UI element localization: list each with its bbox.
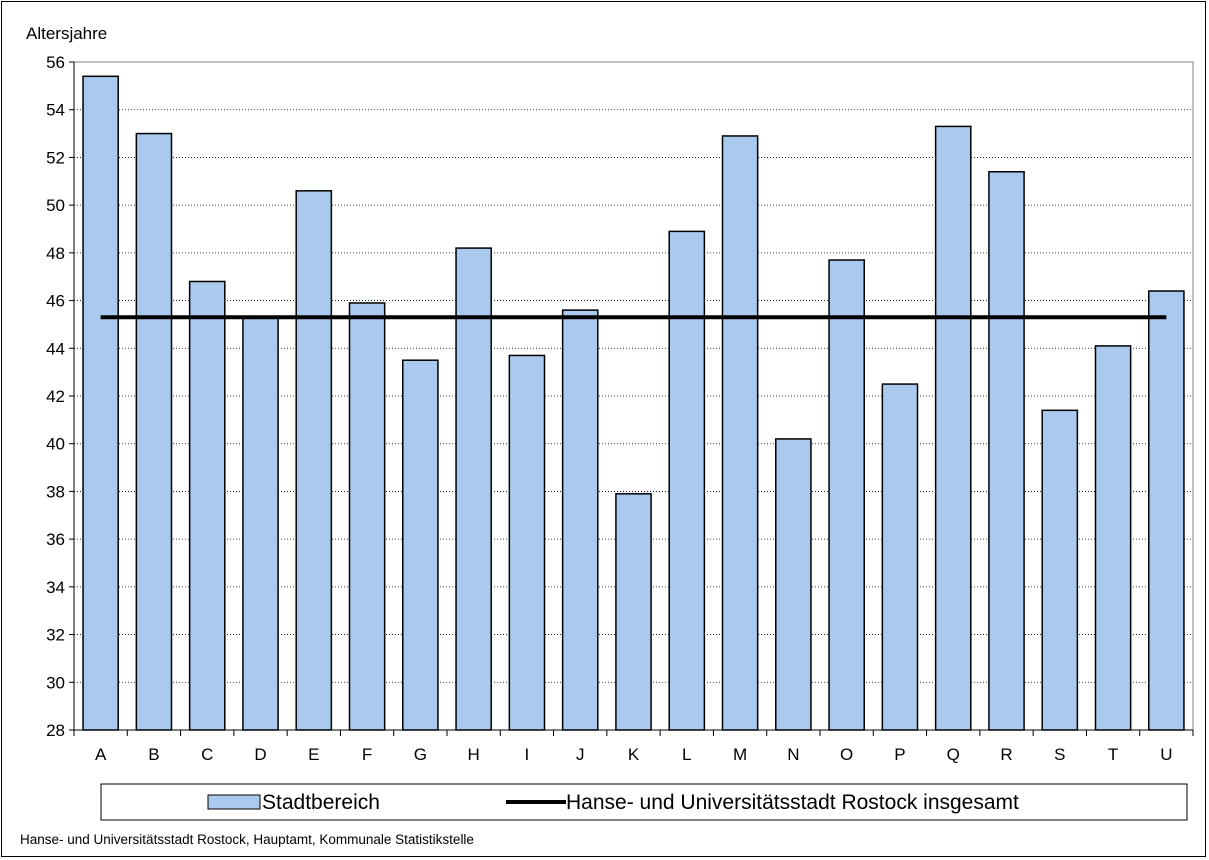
bar-D bbox=[242, 316, 279, 731]
axes: 28 30 32 34 36 38 40 42 44 46 48 50 52 54 56 A B C D E F G H I J… bbox=[46, 53, 1194, 764]
bar-U bbox=[1148, 290, 1185, 731]
bar-A bbox=[82, 75, 119, 731]
legend-label-stadtbereich: Stadtbereich bbox=[262, 791, 380, 814]
y-tick-label: 28 bbox=[46, 721, 65, 740]
bar-Q bbox=[934, 125, 972, 731]
x-tick-label: O bbox=[840, 745, 853, 764]
x-tick-label: C bbox=[201, 745, 213, 764]
y-tick-label: 44 bbox=[46, 339, 65, 358]
bar-E bbox=[295, 190, 333, 731]
x-tick-label: F bbox=[362, 745, 372, 764]
bar-M bbox=[721, 135, 759, 731]
x-tick-label: D bbox=[254, 745, 266, 764]
x-tick-label: P bbox=[894, 745, 905, 764]
bar-G bbox=[402, 359, 439, 731]
x-tick-label: R bbox=[1000, 745, 1012, 764]
y-tick-label: 56 bbox=[46, 53, 65, 72]
x-tick-label: E bbox=[308, 745, 319, 764]
y-tick-label: 40 bbox=[46, 435, 65, 454]
legend: Stadtbereich Hanse- und Universitätsstad… bbox=[100, 783, 1188, 821]
legend-label-gesamt: Hanse- und Universitätsstadt Rostock ins… bbox=[566, 791, 1019, 814]
x-tick-label: L bbox=[682, 745, 691, 764]
bar-N bbox=[775, 438, 812, 731]
x-tick-label: G bbox=[414, 745, 427, 764]
y-tick-label: 48 bbox=[46, 244, 65, 263]
x-tick-label: K bbox=[628, 745, 640, 764]
y-tick-label: 54 bbox=[46, 101, 65, 120]
y-tick-label: 36 bbox=[46, 530, 65, 549]
bar-L bbox=[668, 230, 706, 731]
y-tick-label: 46 bbox=[46, 292, 65, 311]
bar-H bbox=[455, 247, 492, 731]
x-tick-label: N bbox=[787, 745, 799, 764]
y-tick-label: 38 bbox=[46, 482, 65, 501]
bar-K bbox=[615, 493, 652, 731]
bars bbox=[82, 75, 1185, 731]
legend-box bbox=[100, 783, 1188, 821]
x-tick-label: U bbox=[1160, 745, 1172, 764]
bar-T bbox=[1094, 345, 1132, 731]
bar-R bbox=[988, 170, 1025, 731]
x-tick-label: H bbox=[468, 745, 480, 764]
x-tick-label: S bbox=[1054, 745, 1065, 764]
y-tick-label: 42 bbox=[46, 387, 65, 406]
y-tick-label: 34 bbox=[46, 578, 65, 597]
y-axis-title: Altersjahre bbox=[26, 24, 107, 43]
x-tick-label: T bbox=[1108, 745, 1118, 764]
bar-F bbox=[348, 302, 386, 731]
x-tick-label: B bbox=[148, 745, 159, 764]
source-note: Hanse- und Universitätsstadt Rostock, Ha… bbox=[20, 832, 474, 847]
bar-O bbox=[828, 259, 865, 731]
y-tick-label: 52 bbox=[46, 148, 65, 167]
bar-I bbox=[508, 354, 546, 731]
y-tick-label: 50 bbox=[46, 196, 65, 215]
bar-C bbox=[188, 280, 226, 731]
x-tick-label: I bbox=[525, 745, 530, 764]
y-tick-label: 32 bbox=[46, 626, 65, 645]
x-tick-label: A bbox=[95, 745, 107, 764]
bar-P bbox=[881, 383, 919, 731]
x-tick-label: Q bbox=[947, 745, 960, 764]
x-tick-label: M bbox=[733, 745, 747, 764]
x-tick-label: J bbox=[576, 745, 585, 764]
legend-swatch-stadtbereich bbox=[207, 794, 261, 810]
y-tick-label: 30 bbox=[46, 673, 65, 692]
bar-S bbox=[1041, 409, 1079, 731]
bar-B bbox=[135, 132, 173, 731]
bar-J bbox=[561, 309, 599, 731]
